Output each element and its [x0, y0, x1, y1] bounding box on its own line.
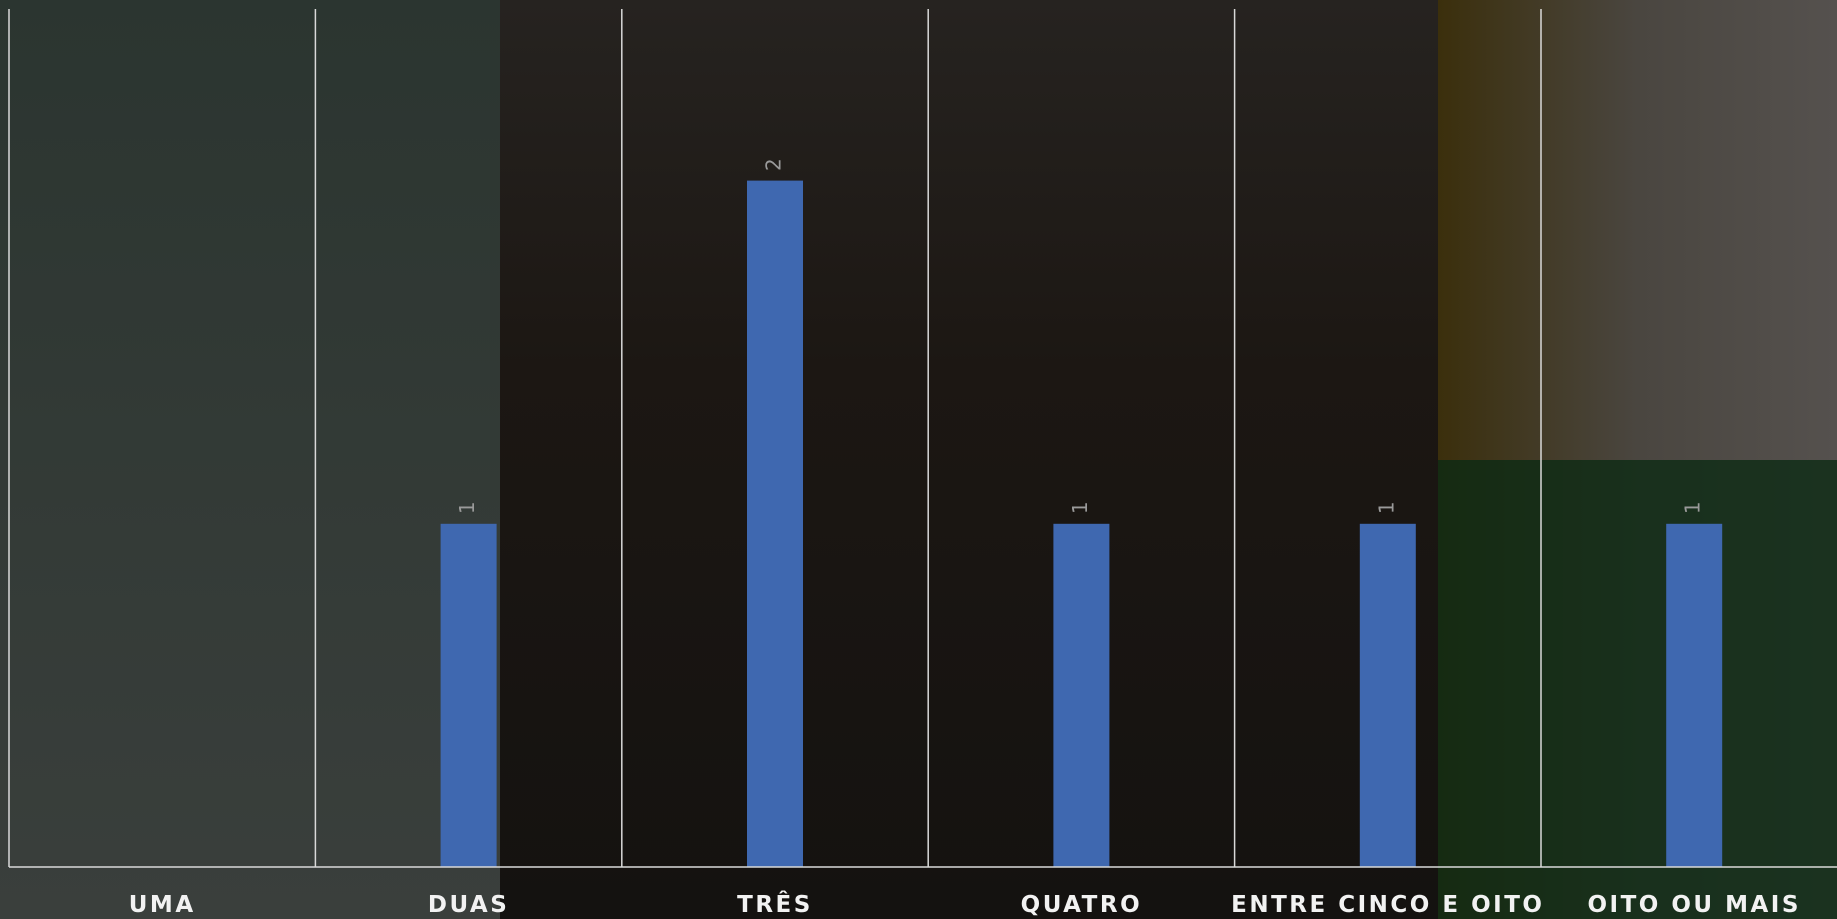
- background-photo: [500, 0, 1438, 919]
- x-tick-label: OITO OU MAIS: [1587, 892, 1800, 918]
- x-tick-label: UMA: [129, 892, 196, 918]
- bar: [1359, 523, 1416, 867]
- x-tick-label: DUAS: [428, 892, 509, 918]
- background-photo: [1438, 460, 1837, 919]
- bar: [440, 523, 497, 867]
- x-tick-label: QUATRO: [1021, 892, 1143, 918]
- bar: [1666, 523, 1723, 867]
- value-label: 1: [1374, 501, 1398, 514]
- bar: [747, 180, 803, 868]
- x-tick-label: ENTRE CINCO E OITO: [1231, 892, 1544, 918]
- value-label: 1: [1068, 501, 1092, 514]
- bar: [1053, 523, 1110, 867]
- x-tick-label: TRÊS: [737, 890, 813, 918]
- value-label: 1: [455, 501, 479, 514]
- value-label: 2: [762, 158, 786, 171]
- background-photo: [0, 0, 500, 919]
- value-label: 1: [1681, 501, 1705, 514]
